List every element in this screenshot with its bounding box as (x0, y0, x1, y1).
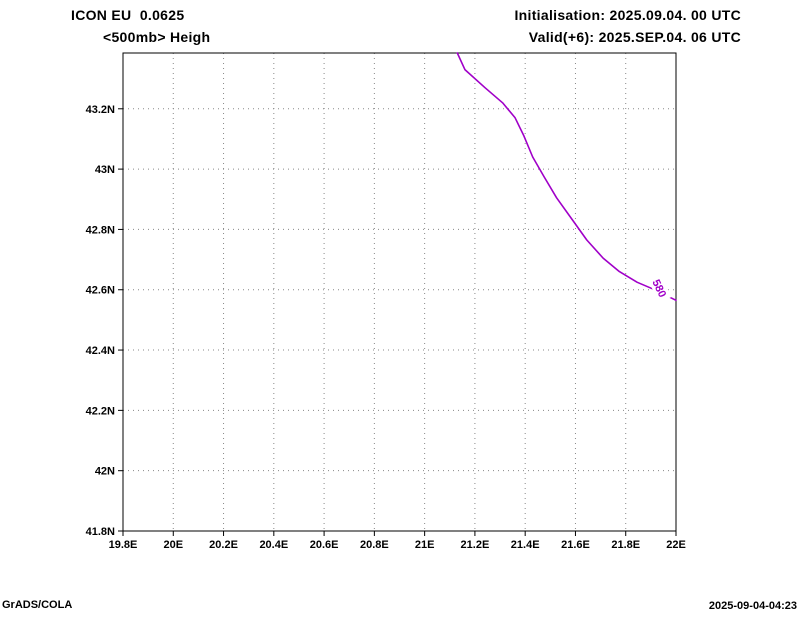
plot-frame (122, 52, 677, 532)
x-axis-tick-label: 21.4E (511, 539, 540, 551)
x-axis-tick-label: 21.6E (561, 539, 590, 551)
x-axis-tick-label: 20E (163, 539, 183, 551)
y-axis-tick-label: 42.8N (86, 224, 115, 236)
valid-time-label: Valid(+6): 2025.SEP.04. 06 UTC (528, 29, 741, 45)
y-axis-tick-label: 42.4N (86, 345, 115, 357)
x-axis-tick-label: 20.8E (360, 539, 389, 551)
y-axis-tick-label: 43.2N (86, 104, 115, 116)
x-axis-tick-label: 19.8E (109, 539, 138, 551)
y-axis-tick-label: 42N (95, 466, 115, 478)
init-time-label: Initialisation: 2025.09.04. 00 UTC (514, 7, 741, 23)
x-axis-tick-label: 20.4E (259, 539, 288, 551)
contour-line-580 (456, 52, 677, 302)
x-axis-tick-label: 20.6E (310, 539, 339, 551)
x-axis-tick-label: 22E (666, 539, 686, 551)
grads-credit: GrADS/COLA (2, 599, 73, 611)
y-axis-tick-label: 43N (95, 164, 115, 176)
model-title: ICON EU 0.0625 (71, 7, 185, 23)
x-axis-tick-label: 20.2E (209, 539, 238, 551)
render-timestamp: 2025-09-04-04:23 (708, 600, 797, 612)
contour-label-mask (647, 273, 672, 303)
field-title: <500mb> Heigh (103, 29, 211, 45)
y-axis-tick-label: 42.2N (86, 405, 115, 417)
y-axis-tick-label: 42.6N (86, 285, 115, 297)
y-axis-tick-label: 41.8N (86, 526, 115, 538)
x-axis-tick-label: 21E (415, 539, 435, 551)
x-axis-tick-label: 21.2E (461, 539, 490, 551)
x-axis-tick-label: 21.8E (611, 539, 640, 551)
